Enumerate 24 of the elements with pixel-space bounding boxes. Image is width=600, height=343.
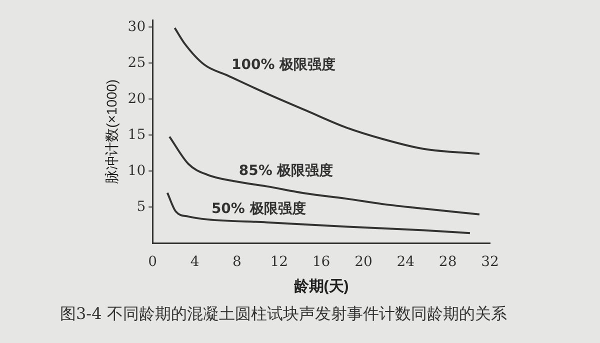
- x-tick-label: 20: [354, 254, 372, 270]
- x-tick-label: 24: [396, 254, 415, 270]
- line-series: [174, 26, 480, 155]
- y-tick-label: 20: [128, 90, 146, 107]
- y-tick-label: 30: [128, 18, 146, 35]
- line-series: [166, 192, 471, 234]
- x-tick-label: 12: [270, 254, 288, 270]
- y-tick-label: 25: [128, 54, 146, 71]
- caption: 图3-4 不同龄期的混凝土圆柱试块声发射事件计数同龄期的关系: [59, 304, 508, 325]
- series-label: 85% 极限强度: [238, 162, 334, 179]
- line-series: [168, 136, 480, 216]
- x-tick-label: 4: [190, 254, 200, 270]
- y-tick-label: 15: [128, 126, 146, 143]
- y-axis-title: 脉冲计数(×1000): [103, 79, 120, 184]
- x-tick-label: 0: [148, 254, 158, 270]
- x-tick-label: 8: [232, 254, 242, 270]
- y-tick-label: 10: [128, 162, 146, 179]
- y-tick-label: 5: [136, 198, 146, 215]
- x-tick-label: 32: [481, 254, 499, 270]
- series-label: 50% 极限强度: [211, 200, 306, 218]
- x-tick-label: 16: [312, 254, 330, 270]
- x-axis-title: 龄期(天): [292, 278, 349, 296]
- series-label: 100% 极限强度: [231, 56, 336, 74]
- x-tick-label: 28: [438, 254, 457, 270]
